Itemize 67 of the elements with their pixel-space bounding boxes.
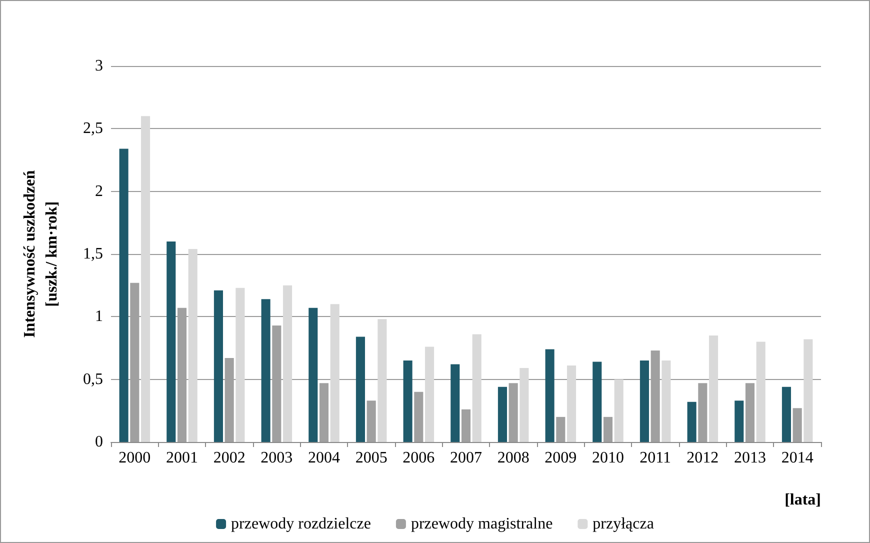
bar	[119, 148, 128, 442]
bar	[188, 248, 198, 442]
bar	[356, 336, 365, 442]
y-tick-label: 2	[95, 182, 103, 200]
x-tick-label: 2000	[118, 450, 151, 466]
bar	[556, 416, 566, 442]
x-tick-label: 2003	[260, 450, 293, 466]
bar	[640, 360, 649, 442]
bar	[756, 342, 766, 442]
bar	[378, 319, 387, 442]
x-tick-label: 2013	[734, 450, 766, 466]
bar	[734, 400, 744, 442]
bar	[508, 383, 518, 442]
bar	[236, 288, 245, 442]
y-tick-label: 0	[95, 434, 103, 450]
bar	[308, 308, 318, 442]
bar	[592, 362, 602, 442]
bar	[141, 116, 150, 442]
bar	[782, 386, 791, 442]
legend-label: przewody magistralne	[410, 516, 553, 532]
bar	[614, 379, 624, 442]
bar	[450, 364, 460, 442]
bar	[283, 285, 292, 442]
x-tick-label: 2006	[402, 450, 435, 466]
bar	[792, 408, 802, 442]
x-tick-label: 2009	[544, 450, 577, 466]
bar	[461, 409, 471, 442]
x-tick-label: 2001	[166, 450, 198, 466]
x-tick-label: 2002	[213, 450, 246, 466]
x-tick-label: 2005	[355, 450, 388, 466]
x-tick-label: 2007	[450, 450, 482, 466]
bar	[709, 335, 718, 442]
x-tick-label: 2014	[781, 450, 814, 466]
bar	[366, 400, 376, 442]
bar	[662, 360, 671, 442]
x-tick-label: 2011	[640, 450, 672, 466]
bar	[804, 339, 813, 442]
x-axis-title: [lata]	[784, 492, 821, 508]
bar	[603, 416, 613, 442]
bar	[498, 386, 507, 442]
bar	[545, 349, 554, 442]
x-tick-label: 2012	[686, 450, 719, 466]
x-tick-label: 2010	[592, 450, 624, 466]
y-axis-title: Intensywność uszkodzeń [uszk./ km·rok]	[22, 170, 60, 338]
bar	[403, 360, 412, 442]
y-tick-label: 2,5	[83, 120, 103, 138]
y-tick-label: 3	[95, 58, 103, 74]
bar	[745, 383, 755, 442]
x-tick-label: 2008	[497, 450, 530, 466]
bar	[687, 402, 696, 442]
y-tick-label: 1	[95, 308, 103, 326]
bar	[472, 334, 482, 442]
bar	[261, 299, 270, 442]
bar	[214, 290, 223, 442]
bar	[520, 368, 529, 442]
y-tick-label: 1,5	[83, 246, 103, 262]
legend-label: przewody rozdzielcze	[231, 516, 371, 532]
x-tick-label: 2004	[308, 450, 340, 466]
bar	[425, 346, 434, 442]
y-tick-label: 0,5	[83, 370, 103, 388]
bar	[414, 392, 424, 442]
bar	[330, 304, 340, 442]
bar	[567, 366, 576, 442]
bar	[698, 383, 708, 442]
bar	[166, 241, 176, 442]
legend-label: przyłącza	[592, 516, 654, 532]
bar	[319, 383, 329, 442]
